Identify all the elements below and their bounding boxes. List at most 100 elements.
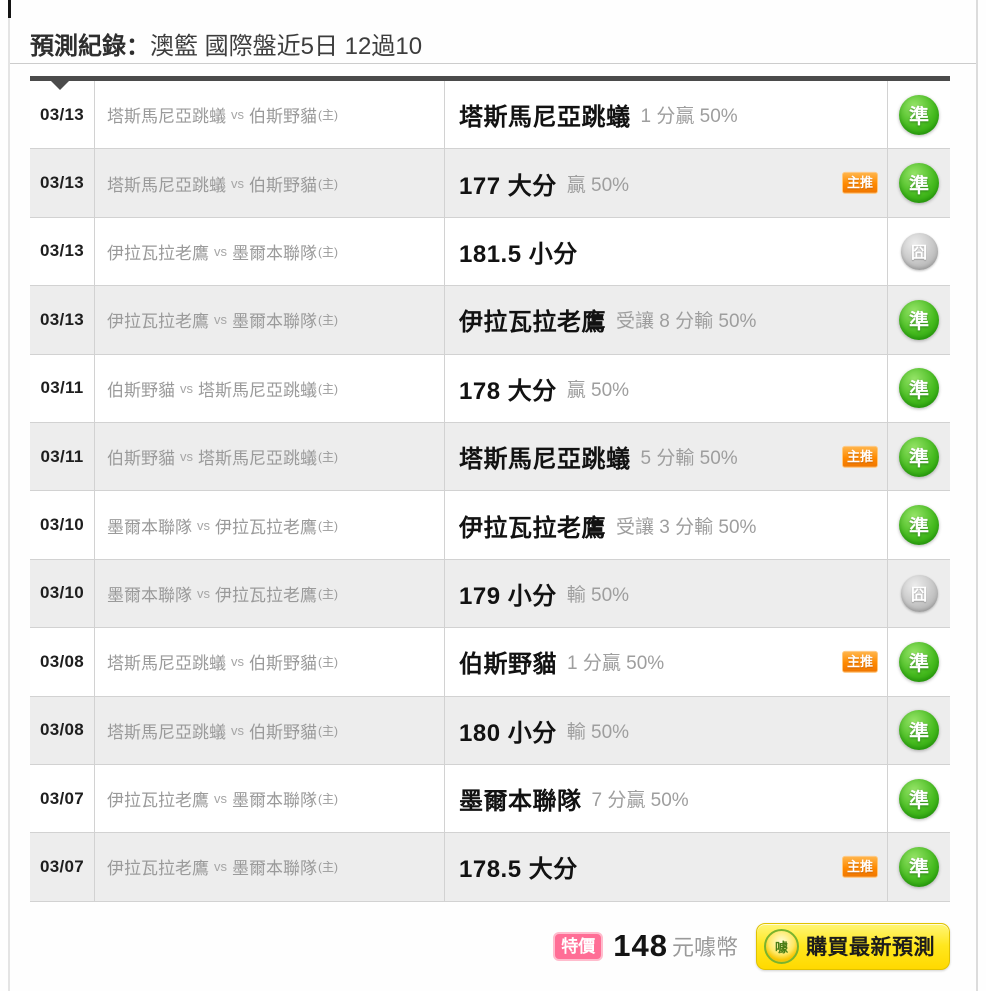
hit-icon: 準 (899, 94, 939, 135)
table-row: 03/13 伊拉瓦拉老鷹 vs 墨爾本聯隊(主) 181.5 小分 主推 囧 (30, 217, 950, 287)
date-cell: 03/07 (30, 764, 95, 833)
prediction-pick-label: 178 大分 (459, 377, 557, 405)
table-row: 03/10 墨爾本聯隊 vs 伊拉瓦拉老鷹 (主) 伊拉瓦拉老鷹 受讓 3 分輸 50… (30, 491, 950, 560)
date-cell: 03/13 (30, 81, 95, 149)
status-cell: 準 (888, 423, 950, 490)
host-suffix-label: (主) (318, 108, 338, 123)
buy-latest-prediction-button[interactable]: 噱 購買最新預測 (756, 922, 950, 970)
prediction-cell: 墨爾本聯隊 7 分贏 50% 主推 (445, 764, 888, 833)
prediction-cell: 塔斯馬尼亞跳蟻 5 分輸 50% 主推 (445, 422, 888, 491)
miss-icon: 囧 (900, 232, 938, 270)
date-cell: 03/13 (30, 149, 95, 217)
away-team-label: 塔斯馬尼亞跳蟻 (198, 449, 317, 469)
vs-label: vs (214, 312, 227, 328)
status-cell: 囧 (888, 560, 950, 627)
prediction-result-label: 1 分贏 50% (640, 106, 738, 128)
date-cell: 03/07 (30, 833, 95, 901)
prediction-cell: 伯斯野貓 1 分贏 50% 主推 (445, 628, 888, 696)
prediction-cell: 177 大分 贏 50% 主推 (445, 149, 888, 217)
miss-icon: 囧 (900, 574, 938, 612)
table-row: 03/08 塔斯馬尼亞跳蟻 vs 伯斯野貓 (主) 伯斯野貓 1 分贏 50% 主推 … (30, 628, 950, 697)
match-cell: 塔斯馬尼亞跳蟻 vs 伯斯野貓 (主) (95, 149, 445, 217)
vs-label: vs (214, 859, 227, 875)
date-cell: 03/11 (30, 422, 95, 491)
table-body: 03/13 塔斯馬尼亞跳蟻 vs 伯斯野貓 (主) 塔斯馬尼亞跳蟻 1 分贏 50% … (30, 81, 950, 902)
hit-icon: 準 (899, 846, 939, 887)
hit-icon: 準 (899, 163, 939, 204)
currency-label: 元噱幣 (671, 935, 738, 960)
date-cell: 03/11 (30, 354, 95, 422)
prediction-cell: 178.5 大分 主推 (445, 833, 888, 901)
host-suffix-label: (主) (318, 450, 338, 465)
table-row: 03/07 伊拉瓦拉老鷹 vs 墨爾本聯隊 (主) 178.5 大分 主推 準 (30, 833, 950, 902)
prediction-result-label: 7 分贏 50% (591, 790, 689, 812)
host-suffix-label: (主) (318, 792, 338, 807)
prediction-pick-label: 伊拉瓦拉老鷹 (459, 514, 606, 542)
home-team-label: 塔斯馬尼亞跳蟻 (107, 107, 226, 127)
prediction-result-label: 受讓 8 分輸 50% (616, 311, 757, 333)
prediction-pick-label: 伊拉瓦拉老鷹 (459, 309, 606, 337)
host-suffix-label: (主) (318, 518, 338, 533)
home-team-label: 伊拉瓦拉老鷹 (107, 243, 209, 263)
host-suffix-label: (主) (318, 381, 338, 396)
table-row: 03/08 塔斯馬尼亞跳蟻 vs 伯斯野貓(主) 180 小分 輸 50% 主推 準 (30, 696, 950, 765)
prediction-table: 03/13 塔斯馬尼亞跳蟻 vs 伯斯野貓 (主) 塔斯馬尼亞跳蟻 1 分贏 50% … (30, 76, 950, 902)
sort-indicator-icon (51, 81, 69, 90)
home-team-label: 伯斯野貓 (107, 449, 175, 469)
away-team-label: 墨爾本聯隊 (232, 791, 317, 811)
page-title-label: 預測紀錄： (30, 33, 150, 60)
match-cell: 塔斯馬尼亞跳蟻 vs 伯斯野貓 (主) (95, 696, 445, 764)
match-cell: 墨爾本聯隊 vs 伊拉瓦拉老鷹 (主) (95, 559, 445, 628)
table-row: 03/13 伊拉瓦拉老鷹 vs 墨爾本聯隊 (主) 伊拉瓦拉老鷹 受讓 8 分輸 50… (30, 286, 950, 355)
status-cell: 準 (888, 355, 950, 422)
buy-button-label: 購買最新預測 (806, 936, 935, 959)
match-cell: 伊拉瓦拉老鷹 vs 墨爾本聯隊 (主) (95, 833, 445, 901)
away-team-label: 伯斯野貓 (249, 175, 317, 195)
main-pick-badge: 主推 (841, 445, 878, 468)
home-team-label: 伯斯野貓 (107, 380, 175, 400)
vs-label: vs (214, 243, 227, 259)
vs-label: vs (197, 517, 210, 533)
prediction-result-label: 受讓 3 分輸 50% (616, 516, 757, 538)
away-team-label: 伯斯野貓 (249, 107, 317, 127)
prediction-cell: 伊拉瓦拉老鷹 受讓 8 分輸 50% 主推 (445, 286, 888, 354)
status-cell: 準 (888, 833, 950, 900)
prediction-result-label: 5 分輸 50% (640, 448, 738, 470)
prediction-pick-label: 墨爾本聯隊 (459, 788, 582, 816)
prediction-cell: 伊拉瓦拉老鷹 受讓 3 分輸 50% 主推 (445, 491, 888, 559)
host-suffix-label: (主) (318, 176, 338, 191)
hit-icon: 準 (899, 436, 939, 477)
date-cell: 03/10 (30, 559, 95, 628)
main-pick-badge: 主推 (841, 171, 878, 195)
away-team-label: 伊拉瓦拉老鷹 (215, 517, 317, 537)
prediction-result-label: 輸 50% (566, 584, 630, 606)
page-edge-tick (8, 0, 11, 18)
prediction-cell: 178 大分 贏 50% 主推 (445, 354, 888, 422)
match-cell: 伊拉瓦拉老鷹 vs 墨爾本聯隊 (主) (95, 217, 445, 286)
vs-label: vs (231, 654, 244, 670)
hit-icon: 準 (899, 299, 939, 340)
date-cell: 03/13 (30, 217, 95, 286)
main-pick-badge: 主推 (841, 855, 878, 879)
page-title: 預測紀錄：澳籃 國際盤近5日 12過10 (30, 26, 422, 61)
home-team-label: 塔斯馬尼亞跳蟻 (107, 722, 226, 742)
vs-label: vs (231, 175, 244, 191)
prediction-cell: 180 小分 輸 50% 主推 (445, 696, 888, 764)
match-cell: 伯斯野貓 vs 塔斯馬尼亞跳蟻 (主) (95, 422, 445, 491)
vs-label: vs (214, 791, 227, 807)
hit-icon: 準 (899, 368, 939, 409)
host-suffix-label: (主) (318, 586, 338, 601)
vs-label: vs (231, 722, 244, 738)
prediction-pick-label: 塔斯馬尼亞跳蟻 (459, 104, 631, 132)
status-cell: 準 (888, 491, 950, 558)
home-team-label: 伊拉瓦拉老鷹 (107, 791, 209, 811)
status-cell: 準 (888, 765, 950, 832)
date-cell: 03/08 (30, 696, 95, 764)
prediction-pick-label: 伯斯野貓 (459, 651, 557, 679)
home-team-label: 伊拉瓦拉老鷹 (107, 312, 209, 332)
prediction-result-label: 贏 50% (566, 379, 630, 401)
prediction-result-label: 1 分贏 50% (567, 653, 665, 675)
price-value: 148 (613, 928, 668, 963)
match-cell: 伊拉瓦拉老鷹 vs 墨爾本聯隊 (主) (95, 764, 445, 833)
